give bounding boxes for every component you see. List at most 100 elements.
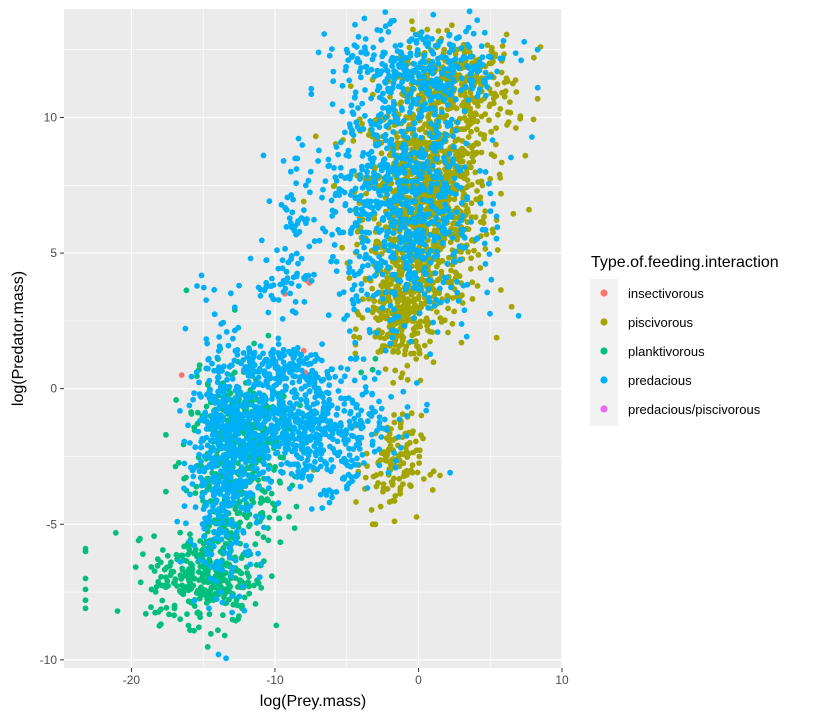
data-point-predacious — [255, 284, 262, 291]
data-point-planktivorous — [264, 496, 270, 502]
data-point-predacious — [257, 292, 264, 299]
data-point-planktivorous — [158, 582, 165, 589]
data-point-planktivorous — [266, 514, 273, 521]
legend-title: Type.of.feeding.interaction — [591, 254, 779, 271]
data-point-piscivorous — [501, 93, 508, 100]
data-point-predacious — [256, 354, 263, 361]
data-point-predacious — [217, 589, 224, 595]
data-point-piscivorous — [468, 200, 475, 207]
data-point-predacious — [190, 396, 197, 403]
data-point-predacious — [327, 422, 333, 429]
data-point-predacious — [230, 459, 237, 466]
data-point-predacious — [394, 277, 401, 283]
data-point-planktivorous — [164, 552, 171, 559]
data-point-predacious — [272, 375, 279, 382]
data-point-predacious — [410, 149, 417, 156]
data-point-predacious — [245, 393, 252, 400]
data-point-predacious — [211, 408, 218, 415]
data-point-predacious — [376, 253, 382, 260]
data-point-predacious — [424, 158, 431, 165]
data-point-piscivorous — [459, 158, 466, 165]
data-point-planktivorous — [187, 627, 193, 633]
data-point-predacious — [389, 63, 396, 70]
data-point-predacious — [488, 276, 495, 283]
data-point-predacious — [381, 243, 388, 250]
x-axis-title: log(Prey.mass) — [260, 693, 366, 710]
data-point-predacious — [388, 168, 395, 175]
data-point-predacious — [215, 651, 222, 658]
data-point-predacious — [363, 229, 369, 236]
data-point-predacious — [292, 223, 298, 230]
data-point-predacious — [298, 367, 305, 374]
data-point-predacious — [453, 63, 460, 69]
data-point-predacious — [429, 162, 436, 169]
data-point-predacious — [349, 432, 355, 439]
data-point-piscivorous — [406, 114, 412, 121]
data-point-predacious — [378, 434, 385, 440]
data-point-predacious — [370, 409, 376, 416]
data-point-predacious — [223, 655, 230, 662]
data-point-predacious — [377, 118, 384, 125]
data-point-predacious — [395, 434, 402, 440]
data-point-predacious — [201, 525, 208, 532]
data-point-predacious — [279, 440, 285, 447]
data-point-piscivorous — [449, 295, 456, 301]
data-point-predacious — [202, 409, 209, 416]
data-point-planktivorous — [140, 551, 146, 557]
data-point-predacious — [379, 61, 386, 67]
data-point-predacious — [218, 443, 225, 450]
data-point-predacious — [366, 326, 373, 333]
data-point-planktivorous — [168, 568, 175, 575]
data-point-predacious — [306, 371, 313, 378]
data-point-predacious — [211, 430, 218, 437]
data-point-predacious — [245, 472, 252, 479]
data-point-predacious — [394, 71, 400, 78]
data-point-predacious — [211, 486, 218, 492]
data-point-predacious — [484, 289, 491, 296]
data-point-piscivorous — [465, 249, 472, 255]
data-point-piscivorous — [507, 99, 513, 105]
data-point-planktivorous — [207, 587, 214, 594]
data-point-predacious — [325, 401, 332, 408]
data-point-piscivorous — [505, 119, 512, 125]
data-point-predacious — [242, 446, 248, 453]
data-point-predacious — [453, 96, 459, 103]
data-point-predacious — [424, 211, 431, 218]
data-point-predacious — [330, 464, 336, 470]
data-point-predacious — [253, 513, 259, 520]
data-point-predacious — [197, 474, 204, 481]
data-point-predacious — [214, 565, 220, 572]
data-point-predacious — [265, 383, 271, 390]
data-point-predacious — [308, 85, 315, 92]
data-point-predacious — [201, 416, 208, 423]
data-point-piscivorous — [409, 462, 416, 469]
data-point-predacious — [521, 38, 528, 45]
data-point-predacious — [426, 168, 433, 175]
data-point-predacious — [376, 398, 382, 405]
data-point-predacious — [391, 17, 397, 24]
data-point-piscivorous — [481, 213, 487, 220]
data-point-predacious — [317, 441, 324, 448]
data-point-piscivorous — [481, 132, 488, 139]
data-point-predacious — [247, 373, 253, 379]
data-point-predacious — [255, 550, 261, 557]
data-point-predacious — [225, 342, 232, 349]
data-point-predacious — [181, 503, 188, 509]
data-point-predacious — [356, 253, 363, 260]
data-point-piscivorous — [382, 452, 389, 459]
data-point-predacious — [380, 90, 386, 97]
data-point-piscivorous — [438, 268, 445, 275]
data-point-predacious — [361, 15, 368, 22]
data-point-piscivorous — [412, 302, 418, 309]
data-point-predacious — [428, 120, 435, 127]
data-point-predacious — [282, 364, 288, 370]
data-point-predacious — [534, 84, 541, 91]
data-point-piscivorous — [394, 134, 401, 141]
data-point-predacious — [376, 94, 383, 101]
data-point-predacious — [445, 72, 452, 79]
data-point-planktivorous — [204, 644, 211, 650]
data-point-predacious — [329, 231, 335, 238]
data-point-predacious — [201, 453, 208, 460]
data-point-predacious — [330, 68, 337, 75]
data-point-planktivorous — [163, 574, 169, 581]
